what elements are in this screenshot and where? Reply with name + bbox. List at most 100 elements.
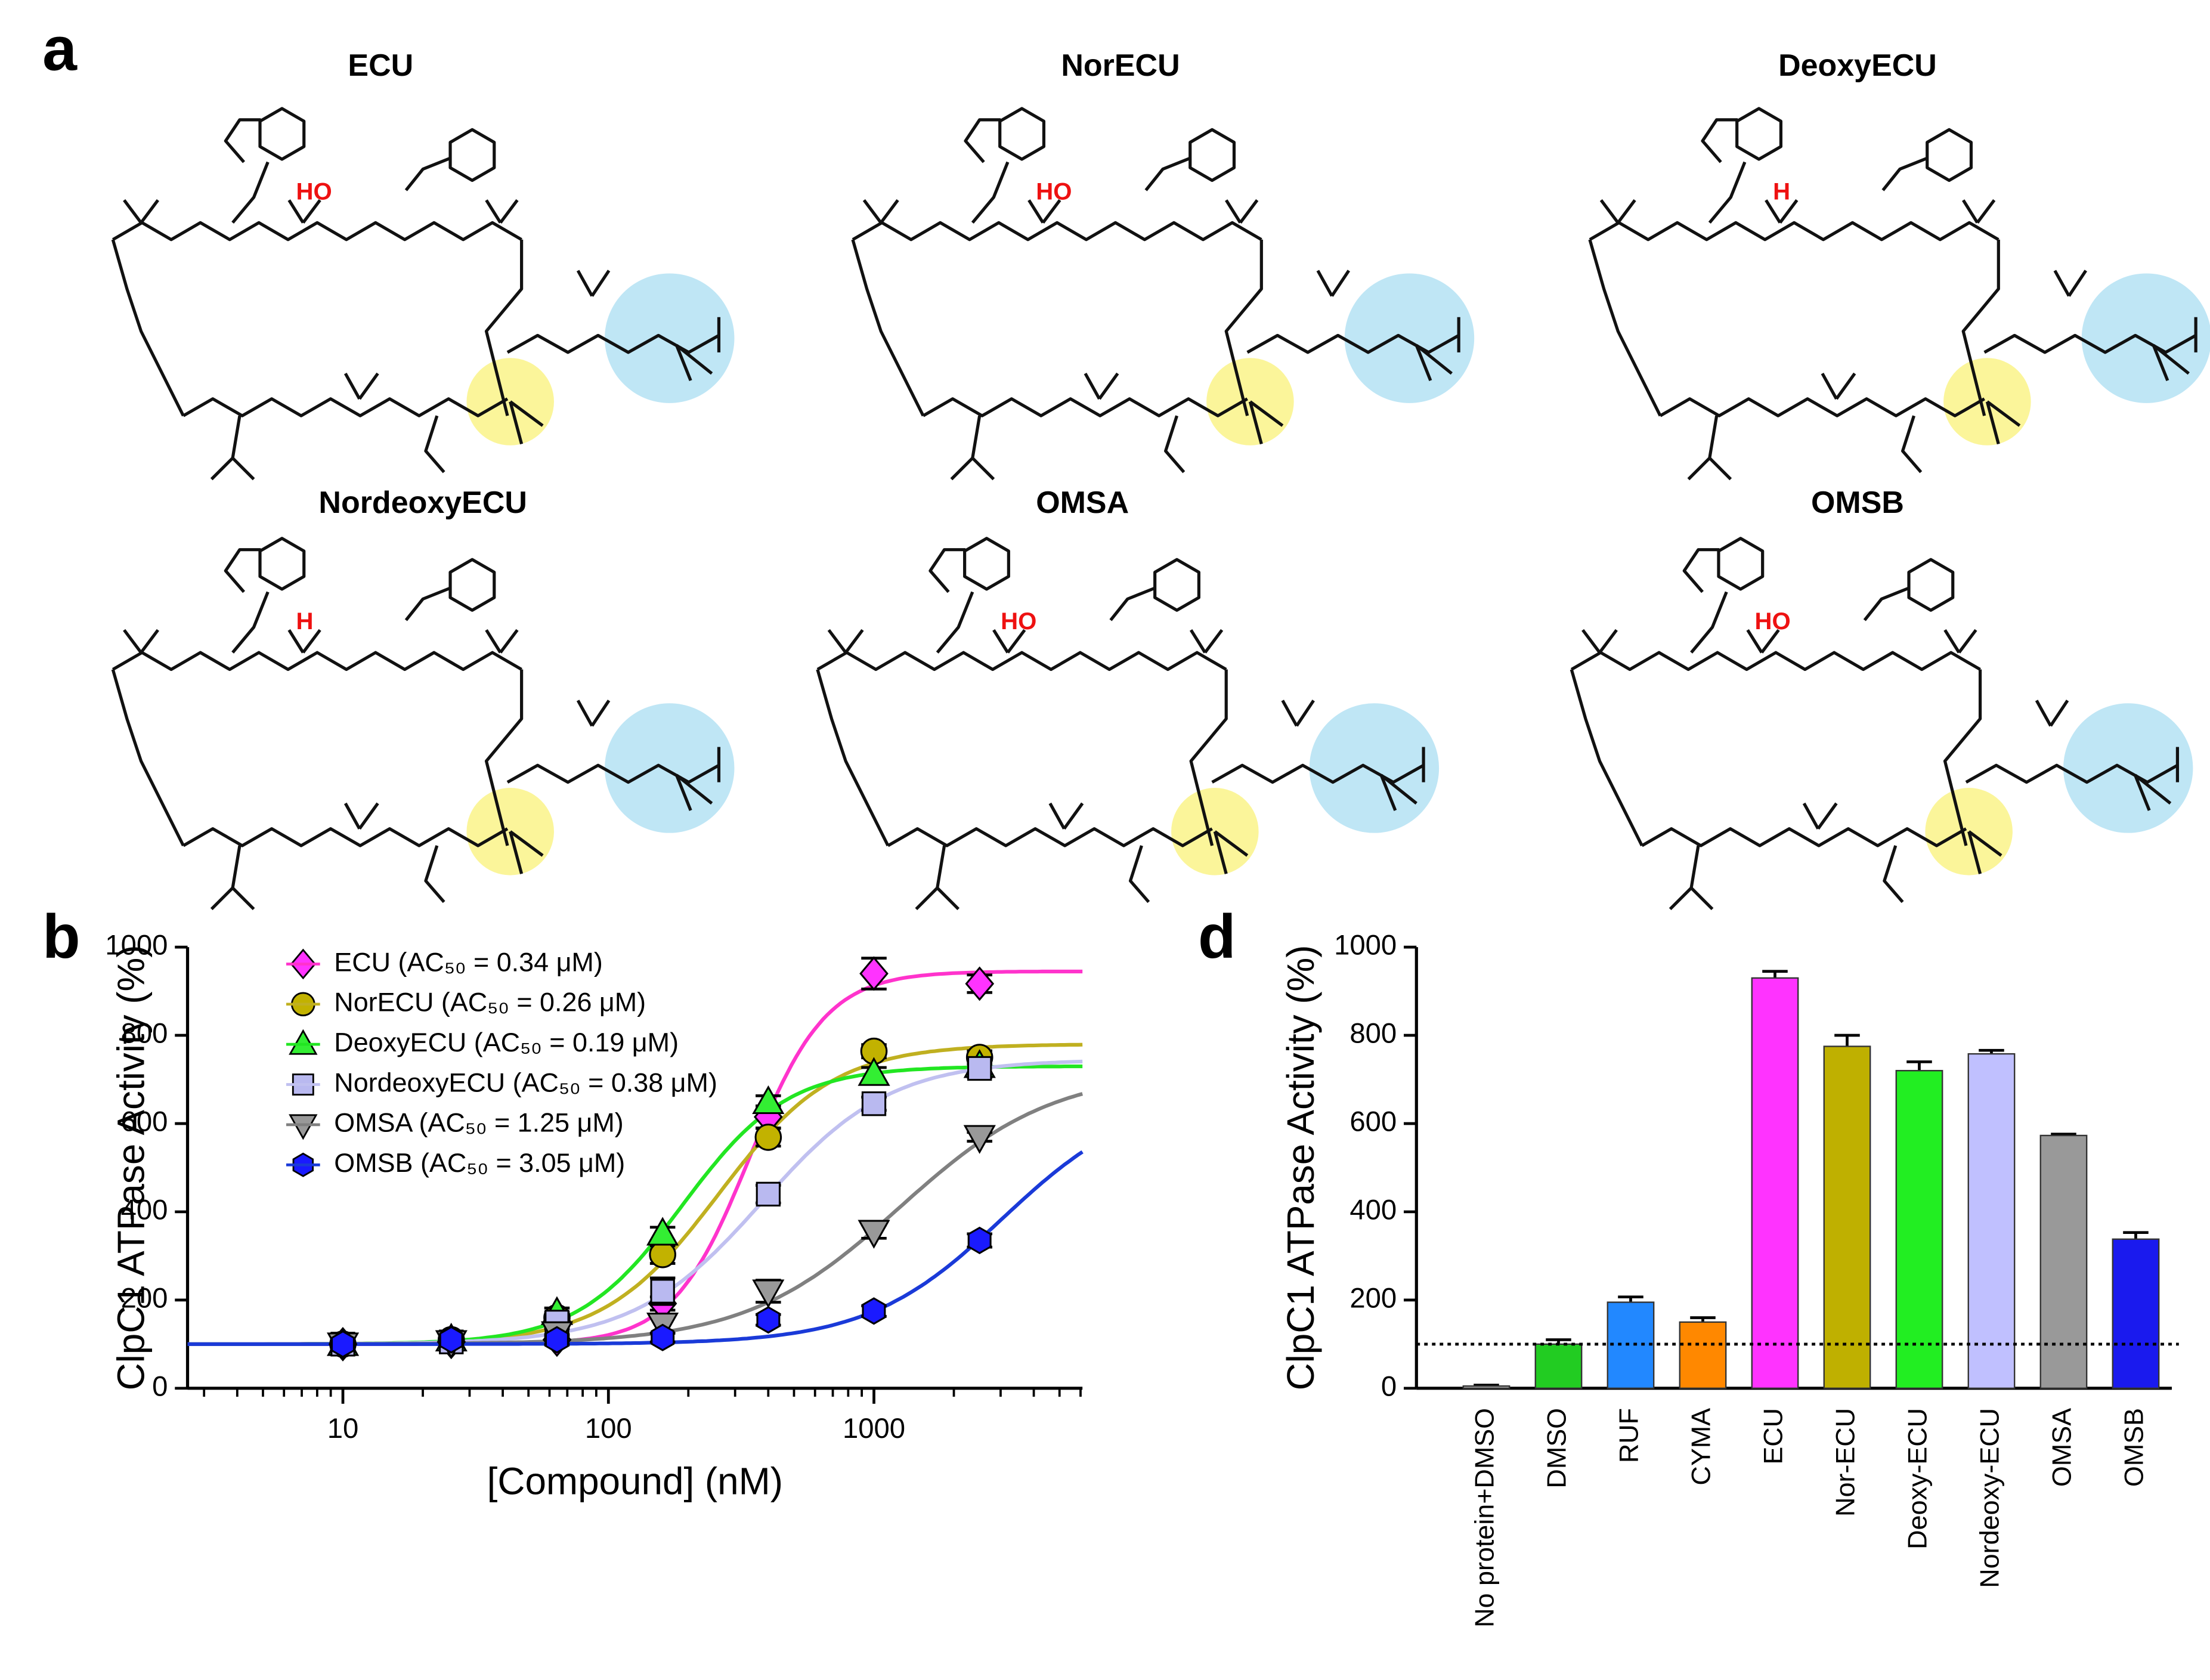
x-tick-label: CYMA (1685, 1408, 1716, 1486)
marker (862, 1297, 886, 1325)
bond (1414, 344, 1453, 382)
y-tick-label: 1000 (105, 930, 168, 961)
y-tick-label: 0 (152, 1370, 168, 1402)
bond (675, 774, 713, 811)
bond (1746, 629, 1780, 654)
structure: HO (851, 107, 1475, 481)
panel-label: d (1198, 902, 1236, 972)
marker (330, 1330, 355, 1358)
bond (485, 199, 519, 224)
y-tick-label: 600 (121, 1106, 168, 1137)
bond (1599, 199, 1636, 224)
bond (1570, 651, 1981, 672)
error-bar (1690, 1316, 1716, 1322)
y-tick-label: 400 (121, 1194, 168, 1226)
bond (1765, 199, 1799, 224)
marker (858, 1220, 890, 1249)
legend-marker (289, 1029, 318, 1055)
bond (576, 270, 611, 297)
marker (858, 1057, 890, 1086)
structure-title: ECU (348, 48, 413, 83)
fit-curve (187, 1059, 1083, 1346)
bar (1462, 1385, 1511, 1389)
bond (484, 669, 524, 846)
y-tick-label: 200 (121, 1282, 168, 1314)
bond (862, 199, 899, 224)
bond (1682, 548, 1720, 593)
structure-title: NorECU (1061, 48, 1180, 83)
y-tick-label: 0 (1381, 1370, 1397, 1402)
bond (576, 700, 611, 727)
marker (756, 1181, 781, 1207)
legend-marker (289, 1114, 318, 1140)
bond (1967, 830, 2002, 874)
bond (224, 548, 261, 593)
bond (1943, 669, 1982, 846)
bond (1669, 845, 1714, 911)
hydroxyl-label: H (296, 608, 313, 635)
highlight-blue (1344, 273, 1475, 403)
y-axis-title: ClpC1 ATPase Activity (%) (1279, 945, 1322, 1391)
bond (1821, 372, 1856, 400)
hydroxyl-label: HO (296, 178, 332, 205)
x-tick-label: Nordeoxy-ECU (1974, 1408, 2004, 1588)
legend-label: ECU (AC₅₀ = 0.34 μM) (334, 946, 602, 977)
bond (2152, 344, 2190, 382)
legend-label: NorECU (AC₅₀ = 0.26 μM) (334, 987, 646, 1017)
bond (424, 415, 445, 474)
y-tick-label: 600 (1349, 1106, 1397, 1137)
hydroxyl-label: HO (1001, 608, 1036, 635)
bond (1881, 156, 1929, 191)
marker (752, 1279, 785, 1308)
bond (484, 239, 524, 416)
bond (123, 629, 159, 654)
legend-label: DeoxyECU (AC₅₀ = 0.19 μM) (334, 1027, 679, 1057)
x-tick-label: OMSB (2118, 1408, 2149, 1487)
bond (1961, 239, 2000, 416)
highlight-blue (605, 703, 735, 833)
bond (1690, 591, 1728, 654)
y-tick-label: 800 (121, 1018, 168, 1050)
marker (544, 1326, 569, 1354)
bar (1607, 1301, 1655, 1389)
bond (971, 161, 1010, 224)
bond (675, 344, 713, 382)
bond (404, 156, 452, 191)
bond (963, 537, 1010, 591)
x-tick-label: 10 (327, 1413, 359, 1444)
y-tick-label: 800 (1349, 1018, 1397, 1050)
bond (1225, 199, 1259, 224)
fit-curve (187, 1064, 1083, 1346)
bond (111, 239, 185, 417)
hydroxyl-label: HO (1036, 178, 1072, 205)
bond (928, 548, 966, 593)
panel-label: a (42, 14, 78, 83)
y-tick-label: 1000 (1334, 930, 1397, 961)
bond (343, 802, 379, 830)
bond (509, 400, 544, 445)
bond (1248, 400, 1284, 445)
x-tick-label: Deoxy-ECU (1902, 1408, 1932, 1549)
bond (816, 669, 890, 847)
legend-label: OMSB (AC₅₀ = 3.05 μM) (334, 1147, 625, 1178)
bond (1084, 372, 1119, 400)
bond (1189, 669, 1228, 846)
bond (852, 221, 1262, 242)
bond (2053, 270, 2087, 297)
bond (1144, 156, 1192, 191)
marker (965, 966, 995, 1001)
bar (1895, 1070, 1943, 1389)
highlight-yellow (1943, 358, 2031, 445)
bond (1687, 415, 1732, 481)
structure: H (1588, 107, 2210, 481)
structure-title: NordeoxyECU (318, 485, 527, 520)
bond (1379, 774, 1417, 811)
fit-curve (187, 1150, 1084, 1346)
bond (1962, 199, 1996, 224)
bond (1588, 239, 1662, 417)
bond (1188, 128, 1236, 182)
bond (182, 397, 509, 417)
bond (998, 107, 1046, 161)
error-bar (1906, 1060, 1932, 1071)
